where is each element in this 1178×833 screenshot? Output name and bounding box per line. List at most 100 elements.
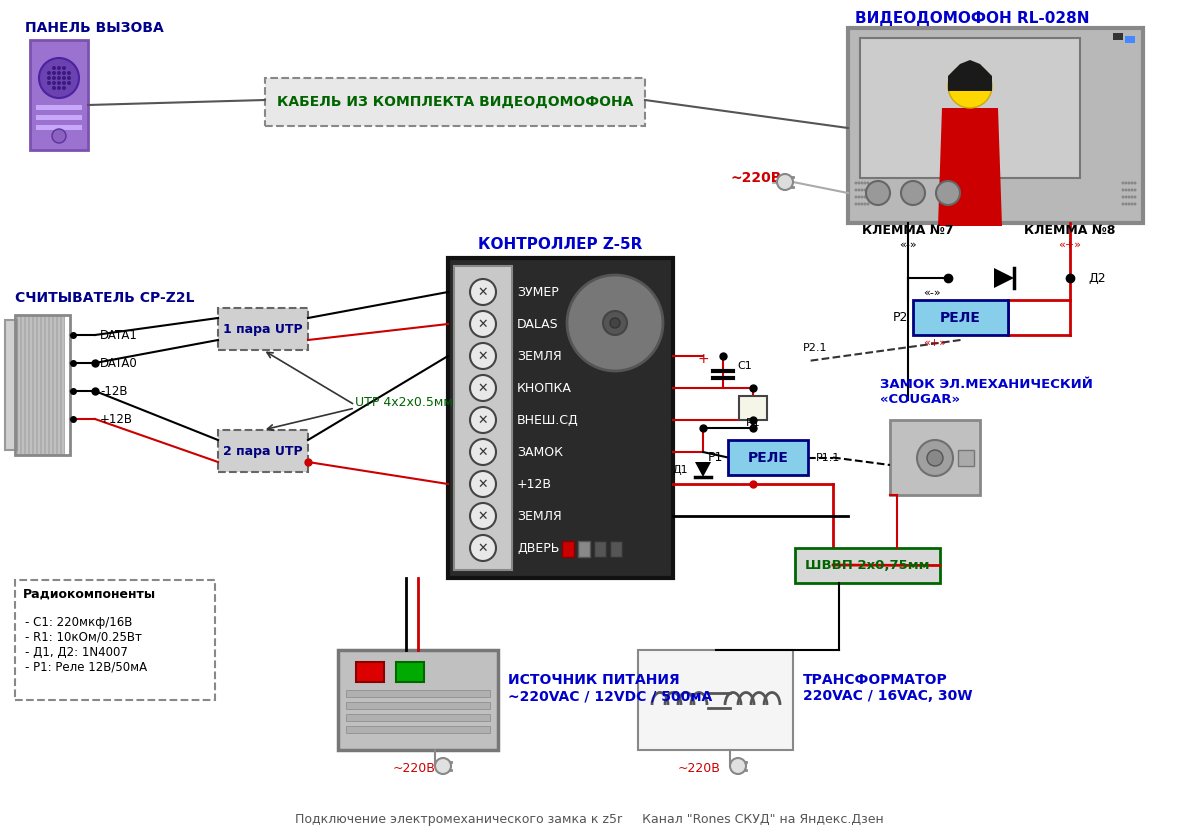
Circle shape <box>57 81 61 85</box>
Text: ЗАМОК: ЗАМОК <box>517 446 563 458</box>
Circle shape <box>1133 202 1137 206</box>
Text: P1: P1 <box>708 451 723 464</box>
Circle shape <box>67 71 71 75</box>
Bar <box>29 40 88 150</box>
Text: P2.1: P2.1 <box>803 343 827 353</box>
Text: ~220В: ~220В <box>393 761 436 775</box>
Bar <box>346 726 490 733</box>
Circle shape <box>858 188 860 192</box>
Bar <box>346 714 490 721</box>
Bar <box>795 548 940 583</box>
Circle shape <box>62 71 66 75</box>
Text: ✕: ✕ <box>478 446 488 458</box>
Circle shape <box>1121 188 1125 192</box>
Text: ✕: ✕ <box>478 286 488 298</box>
Text: КЛЕММА №8: КЛЕММА №8 <box>1025 223 1116 237</box>
Text: R1: R1 <box>746 418 760 428</box>
Circle shape <box>901 181 925 205</box>
Circle shape <box>470 471 496 497</box>
Text: ✕: ✕ <box>478 317 488 331</box>
Circle shape <box>470 279 496 305</box>
Circle shape <box>57 66 61 70</box>
Bar <box>265 78 646 126</box>
Circle shape <box>62 76 66 80</box>
Circle shape <box>1125 182 1127 184</box>
Circle shape <box>470 375 496 401</box>
Circle shape <box>603 311 627 335</box>
Circle shape <box>57 71 61 75</box>
Text: КОНТРОЛЛЕР Z-5R: КОНТРОЛЛЕР Z-5R <box>478 237 643 252</box>
Text: «-»: «-» <box>899 240 916 250</box>
Text: РЕЛЕ: РЕЛЕ <box>940 311 981 325</box>
Bar <box>610 541 622 557</box>
Polygon shape <box>948 60 992 91</box>
Text: ~220В: ~220В <box>730 171 781 185</box>
Text: ~220В: ~220В <box>679 761 721 775</box>
Circle shape <box>860 188 863 192</box>
Bar <box>448 258 673 578</box>
Text: КЛЕММА №7: КЛЕММА №7 <box>862 223 954 237</box>
Circle shape <box>1121 182 1125 184</box>
Polygon shape <box>695 462 712 477</box>
Circle shape <box>858 182 860 184</box>
Circle shape <box>1131 188 1133 192</box>
Text: ТРАНСФОРМАТОР
220VAC / 16VAC, 30W: ТРАНСФОРМАТОР 220VAC / 16VAC, 30W <box>803 673 973 703</box>
Circle shape <box>777 174 793 190</box>
Bar <box>848 28 1143 223</box>
Circle shape <box>863 202 867 206</box>
Circle shape <box>52 81 57 85</box>
Bar <box>958 450 974 466</box>
Bar <box>21 315 24 455</box>
Bar <box>562 541 574 557</box>
Circle shape <box>52 129 66 143</box>
Text: +12В: +12В <box>517 477 552 491</box>
Circle shape <box>860 196 863 198</box>
Bar <box>37 115 82 120</box>
Circle shape <box>867 182 869 184</box>
Bar <box>41 315 44 455</box>
Bar <box>338 650 498 750</box>
Text: ЗАМОК ЭЛ.МЕХАНИЧЕСКИЙ
«COUGAR»: ЗАМОК ЭЛ.МЕХАНИЧЕСКИЙ «COUGAR» <box>880 378 1093 406</box>
Circle shape <box>1127 196 1131 198</box>
Circle shape <box>62 81 66 85</box>
Text: ✕: ✕ <box>478 510 488 522</box>
Bar <box>356 662 384 682</box>
Bar <box>739 396 767 420</box>
Circle shape <box>435 758 451 774</box>
Text: ЗЕМЛЯ: ЗЕМЛЯ <box>517 350 562 362</box>
Bar <box>860 38 1080 178</box>
Circle shape <box>62 66 66 70</box>
Bar <box>346 690 490 697</box>
Circle shape <box>927 450 944 466</box>
Bar <box>49 315 52 455</box>
Circle shape <box>866 181 891 205</box>
Circle shape <box>867 202 869 206</box>
Text: ИСТОЧНИК ПИТАНИЯ
~220VAC / 12VDC / 500мА: ИСТОЧНИК ПИТАНИЯ ~220VAC / 12VDC / 500мА <box>508 673 713 703</box>
Text: ✕: ✕ <box>478 541 488 555</box>
Circle shape <box>1133 188 1137 192</box>
Text: UTP 4х2x0.5мм: UTP 4х2x0.5мм <box>355 396 452 408</box>
Bar <box>728 440 808 475</box>
Bar <box>15 315 70 455</box>
Circle shape <box>470 439 496 465</box>
Bar <box>37 315 40 455</box>
Circle shape <box>470 503 496 529</box>
Circle shape <box>860 182 863 184</box>
Text: ПАНЕЛЬ ВЫЗОВА: ПАНЕЛЬ ВЫЗОВА <box>25 21 164 35</box>
Circle shape <box>867 196 869 198</box>
Circle shape <box>1131 202 1133 206</box>
Circle shape <box>948 64 992 108</box>
Circle shape <box>1133 182 1137 184</box>
Text: ✕: ✕ <box>478 477 488 491</box>
Polygon shape <box>994 268 1014 288</box>
Bar <box>913 300 1008 335</box>
Bar <box>218 308 307 350</box>
Circle shape <box>470 311 496 337</box>
Bar <box>346 702 490 709</box>
Circle shape <box>854 202 858 206</box>
Bar <box>1113 33 1123 40</box>
Text: «+»: «+» <box>924 338 946 348</box>
Circle shape <box>1127 202 1131 206</box>
Circle shape <box>858 196 860 198</box>
Text: «-»: «-» <box>924 288 940 298</box>
